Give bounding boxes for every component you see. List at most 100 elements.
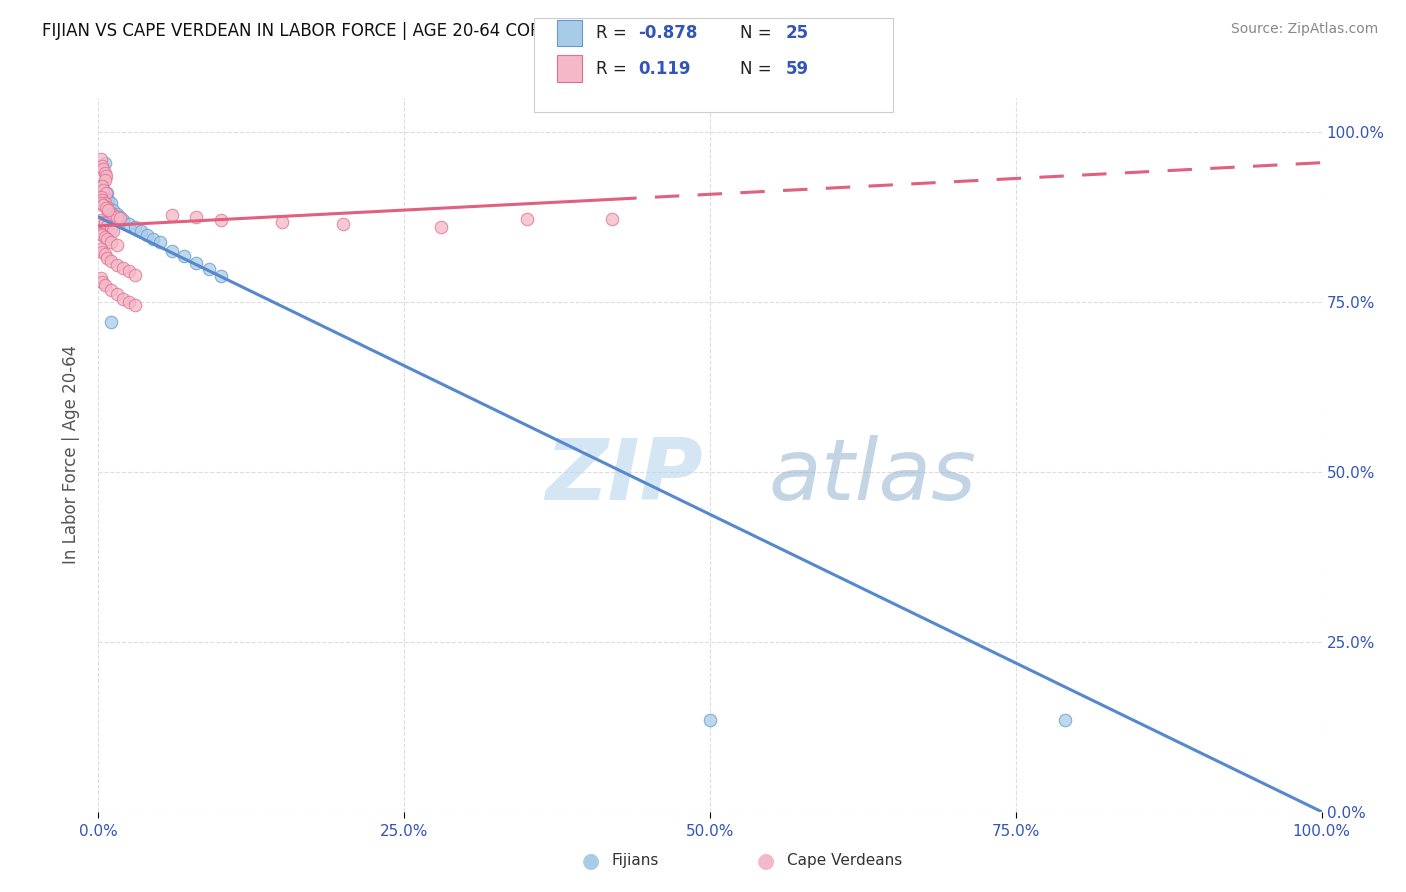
Text: ●: ● bbox=[582, 851, 599, 871]
Point bbox=[96, 232, 118, 246]
Point bbox=[105, 210, 128, 224]
Point bbox=[93, 166, 115, 180]
Point bbox=[105, 238, 128, 252]
Text: R =: R = bbox=[596, 60, 627, 78]
Point bbox=[91, 183, 114, 197]
Point bbox=[94, 169, 117, 184]
Point bbox=[100, 207, 122, 221]
Point bbox=[332, 217, 354, 231]
Point bbox=[699, 713, 721, 727]
Point bbox=[93, 216, 115, 230]
Text: 0.119: 0.119 bbox=[638, 60, 690, 78]
Point bbox=[97, 203, 120, 218]
Text: atlas: atlas bbox=[769, 434, 977, 518]
Point bbox=[91, 193, 114, 207]
Point bbox=[90, 213, 112, 227]
Point bbox=[94, 201, 117, 215]
Point bbox=[197, 262, 219, 277]
Point bbox=[430, 220, 453, 235]
Point bbox=[90, 196, 112, 211]
Point bbox=[124, 220, 146, 235]
Text: 25: 25 bbox=[786, 24, 808, 42]
Text: Cape Verdeans: Cape Verdeans bbox=[787, 854, 903, 868]
Point bbox=[94, 186, 117, 201]
Point bbox=[100, 315, 122, 329]
Point bbox=[93, 247, 115, 261]
Point bbox=[90, 242, 112, 256]
Point bbox=[91, 244, 114, 259]
Text: N =: N = bbox=[740, 60, 770, 78]
Point bbox=[101, 224, 124, 238]
Point bbox=[93, 189, 115, 203]
Point bbox=[270, 215, 294, 229]
Point bbox=[100, 221, 122, 235]
Point bbox=[124, 298, 146, 312]
Point bbox=[91, 162, 114, 177]
Text: N =: N = bbox=[740, 24, 770, 42]
Point bbox=[110, 211, 132, 226]
Text: -0.878: -0.878 bbox=[638, 24, 697, 42]
Point bbox=[91, 215, 114, 229]
Point bbox=[160, 208, 183, 222]
Point bbox=[600, 212, 623, 227]
Point bbox=[1053, 713, 1076, 727]
Point bbox=[515, 212, 537, 227]
Y-axis label: In Labor Force | Age 20-64: In Labor Force | Age 20-64 bbox=[62, 345, 80, 565]
Point bbox=[136, 228, 159, 243]
Point bbox=[93, 155, 115, 169]
Point bbox=[186, 210, 208, 224]
Text: ●: ● bbox=[758, 851, 775, 871]
Text: ZIP: ZIP bbox=[546, 434, 703, 518]
Point bbox=[91, 159, 114, 173]
Point bbox=[91, 179, 114, 194]
Point bbox=[93, 172, 115, 186]
Point bbox=[90, 271, 112, 285]
Point bbox=[91, 179, 114, 194]
Point bbox=[111, 260, 134, 275]
Point bbox=[90, 189, 112, 203]
Point bbox=[118, 295, 141, 310]
Text: Fijians: Fijians bbox=[612, 854, 659, 868]
Point bbox=[186, 255, 208, 269]
Point bbox=[96, 200, 118, 214]
Point bbox=[90, 227, 112, 241]
Point bbox=[105, 258, 128, 272]
Point bbox=[93, 196, 115, 211]
Point bbox=[101, 203, 124, 218]
Point bbox=[90, 153, 112, 167]
Point bbox=[100, 254, 122, 268]
Point bbox=[91, 198, 114, 212]
Point bbox=[129, 224, 152, 238]
Point bbox=[149, 235, 172, 250]
Point bbox=[91, 275, 114, 289]
Point bbox=[209, 269, 232, 284]
Point bbox=[105, 286, 128, 301]
Point bbox=[124, 268, 146, 282]
Point bbox=[110, 210, 132, 224]
Point bbox=[118, 217, 141, 231]
Point bbox=[97, 193, 120, 207]
Point bbox=[209, 212, 232, 227]
Point bbox=[96, 186, 118, 201]
Point bbox=[90, 196, 112, 211]
Point bbox=[91, 228, 114, 243]
Point bbox=[93, 230, 115, 244]
Text: FIJIAN VS CAPE VERDEAN IN LABOR FORCE | AGE 20-64 CORRELATION CHART: FIJIAN VS CAPE VERDEAN IN LABOR FORCE | … bbox=[42, 22, 686, 40]
Point bbox=[97, 203, 120, 218]
Point bbox=[96, 251, 118, 265]
Point bbox=[142, 232, 165, 246]
Point bbox=[160, 244, 183, 258]
Point bbox=[118, 264, 141, 278]
Text: 59: 59 bbox=[786, 60, 808, 78]
Point bbox=[173, 249, 195, 263]
Text: Source: ZipAtlas.com: Source: ZipAtlas.com bbox=[1230, 22, 1378, 37]
Point bbox=[111, 213, 134, 227]
Point bbox=[100, 196, 122, 211]
Point bbox=[100, 283, 122, 297]
Text: R =: R = bbox=[596, 24, 627, 42]
Point bbox=[100, 235, 122, 250]
Point bbox=[105, 207, 128, 221]
Point bbox=[111, 292, 134, 306]
Point bbox=[93, 278, 115, 293]
Point bbox=[96, 219, 118, 233]
